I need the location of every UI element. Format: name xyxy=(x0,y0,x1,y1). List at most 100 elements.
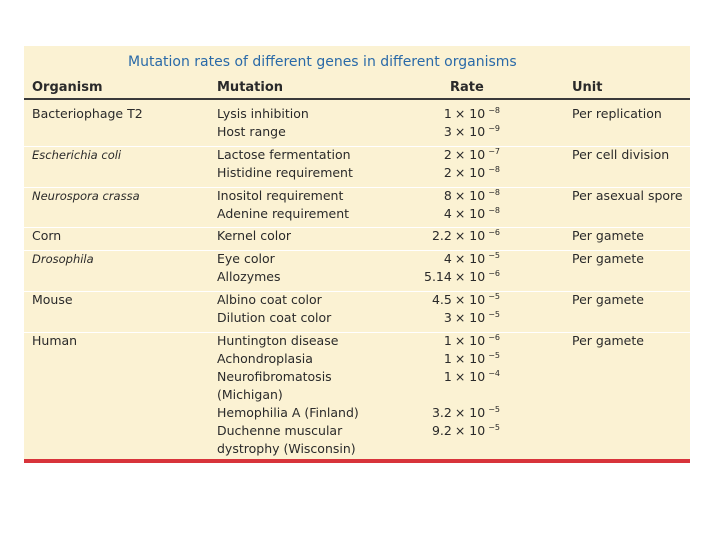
rate-value: 2 × 10 −7 xyxy=(444,146,500,164)
rate-cell: 8 × 10 −8 4 × 10 −8 xyxy=(444,187,500,223)
rate-value: 4 × 10 −8 xyxy=(444,205,500,223)
table-row: Corn Kernel color 2.2 × 10 −6 Per gamete xyxy=(24,227,690,251)
rate-exponent: −5 xyxy=(488,292,500,301)
organism-cell: Neurospora crassa xyxy=(32,189,140,203)
rate-value xyxy=(432,386,500,404)
header-organism: Organism xyxy=(32,80,103,95)
organism-cell: Corn xyxy=(32,228,62,243)
rate-coefficient: 3 xyxy=(443,124,452,139)
organism-cell: Mouse xyxy=(32,292,73,307)
mutation-name: Allozymes xyxy=(217,269,281,284)
times-ten: × 10 xyxy=(454,405,486,420)
rate-exponent: −5 xyxy=(488,405,500,414)
mutation-cell: Kernel color xyxy=(217,227,291,245)
rate-exponent: −5 xyxy=(488,251,500,260)
times-ten: × 10 xyxy=(454,333,486,348)
table-title: Mutation rates of different genes in dif… xyxy=(128,54,517,70)
rate-exponent: −6 xyxy=(488,228,500,237)
rate-exponent: −8 xyxy=(488,206,500,215)
mutation-name: Kernel color xyxy=(217,228,292,243)
organism-cell: Bacteriophage T2 xyxy=(32,106,143,121)
unit-cell: Per replication xyxy=(572,106,662,121)
rate-coefficient: 4.5 xyxy=(431,292,452,307)
organism-cell: Human xyxy=(32,333,78,348)
rate-exponent: −8 xyxy=(488,188,500,197)
mutation-name: Albino coat color xyxy=(217,292,322,307)
rate-coefficient: 4 xyxy=(443,251,452,266)
rate-coefficient: 1 xyxy=(443,369,452,384)
rate-exponent: −6 xyxy=(488,269,500,278)
header-unit: Unit xyxy=(572,80,603,95)
mutation-name: Huntington disease xyxy=(217,333,339,348)
unit-cell: Per gamete xyxy=(572,228,644,243)
mutation-name: Eye color xyxy=(217,251,275,266)
rate-value: 3 × 10 −5 xyxy=(432,309,500,327)
mutation-name: Inositol requirement xyxy=(217,188,344,203)
times-ten: × 10 xyxy=(454,423,486,438)
unit-cell: Per cell division xyxy=(572,147,670,162)
rate-cell: 2 × 10 −7 2 × 10 −8 xyxy=(444,146,500,182)
unit-cell: Per gamete xyxy=(572,292,644,307)
rate-value: 3 × 10 −9 xyxy=(444,123,500,141)
times-ten: × 10 xyxy=(454,269,486,284)
rate-value: 8 × 10 −8 xyxy=(444,187,500,205)
times-ten: × 10 xyxy=(454,292,486,307)
rate-value: 1 × 10 −5 xyxy=(432,350,500,368)
rate-coefficient: 4 xyxy=(443,206,452,221)
unit-cell: Per asexual spore xyxy=(572,188,683,203)
mutation-name: Hemophilia A (Finland) xyxy=(217,405,359,420)
mutation-cell: Lactose fermentation Histidine requiremen… xyxy=(217,146,353,182)
rate-cell: 4.5 × 10 −5 3 × 10 −5 xyxy=(432,291,500,327)
mutation-name: Neurofibromatosis xyxy=(217,369,332,384)
mutation-cell: Lysis inhibition Host range xyxy=(217,105,309,141)
rate-exponent: −5 xyxy=(488,423,500,432)
mutation-name: Lysis inhibition xyxy=(217,106,309,121)
mutation-cell: Eye color Allozymes xyxy=(217,250,280,286)
rate-value: 5.14 × 10 −6 xyxy=(424,268,500,286)
rate-exponent: −4 xyxy=(488,369,500,378)
rate-value: 1 × 10 −6 xyxy=(432,332,500,350)
rate-coefficient: 1 xyxy=(443,106,452,121)
rate-value: 1 × 10 −8 xyxy=(444,105,500,123)
table-row: Mouse Albino coat color Dilution coat colo… xyxy=(24,291,690,333)
mutation-name: Lactose fermentation xyxy=(217,147,351,162)
rate-coefficient: 1 xyxy=(443,333,452,348)
times-ten: × 10 xyxy=(454,124,486,139)
mutation-cell: Albino coat color Dilution coat color xyxy=(217,291,331,327)
rate-value: 9.2 × 10 −5 xyxy=(432,422,500,440)
mutation-name: Dilution coat color xyxy=(217,310,332,325)
times-ten: × 10 xyxy=(454,251,486,266)
rate-exponent: −5 xyxy=(488,310,500,319)
table-panel: Mutation rates of different genes in dif… xyxy=(24,46,690,461)
rate-coefficient: 3 xyxy=(443,310,452,325)
table-row: Bacteriophage T2 Lysis inhibition Host ran… xyxy=(24,105,690,147)
rate-exponent: −6 xyxy=(488,333,500,342)
header-mutation: Mutation xyxy=(217,80,284,95)
mutation-name: Host range xyxy=(217,124,286,139)
times-ten: × 10 xyxy=(454,165,486,180)
rate-value: 1 × 10 −4 xyxy=(432,368,500,386)
organism-cell: Escherichia coli xyxy=(32,148,122,162)
mutation-name: dystrophy (Wisconsin) xyxy=(217,441,356,456)
rate-exponent: −5 xyxy=(488,351,500,360)
mutation-name: Histidine requirement xyxy=(217,165,353,180)
mutation-cell: Huntington disease Achondroplasia Neurofib… xyxy=(217,332,359,458)
mutation-cell: Inositol requirement Adenine requirement xyxy=(217,187,349,223)
rate-cell: 2.2 × 10 −6 xyxy=(432,227,500,245)
times-ten: × 10 xyxy=(454,147,486,162)
bottom-rule xyxy=(24,459,690,463)
rate-coefficient: 1 xyxy=(443,351,452,366)
rate-value: 2 × 10 −8 xyxy=(444,164,500,182)
table-row: Drosophila Eye color Allozymes 4 × 10 −5 5.14 ×… xyxy=(24,250,690,292)
rate-coefficient: 2 xyxy=(443,147,452,162)
header-rate: Rate xyxy=(450,80,484,95)
rate-cell: 1 × 10 −6 1 × 10 −5 1 × 10 −4 3.2 × 10 −5 9.2 × 10 −5 xyxy=(432,332,500,458)
rate-exponent: −8 xyxy=(488,106,500,115)
rate-value: 4 × 10 −5 xyxy=(424,250,500,268)
table-row: Human Huntington disease Achondroplasia Neu… xyxy=(24,332,690,458)
rate-exponent: −8 xyxy=(488,165,500,174)
rate-cell: 4 × 10 −5 5.14 × 10 −6 xyxy=(424,250,500,286)
rate-exponent: −9 xyxy=(488,124,500,133)
times-ten: × 10 xyxy=(454,310,486,325)
rate-cell: 1 × 10 −8 3 × 10 −9 xyxy=(444,105,500,141)
